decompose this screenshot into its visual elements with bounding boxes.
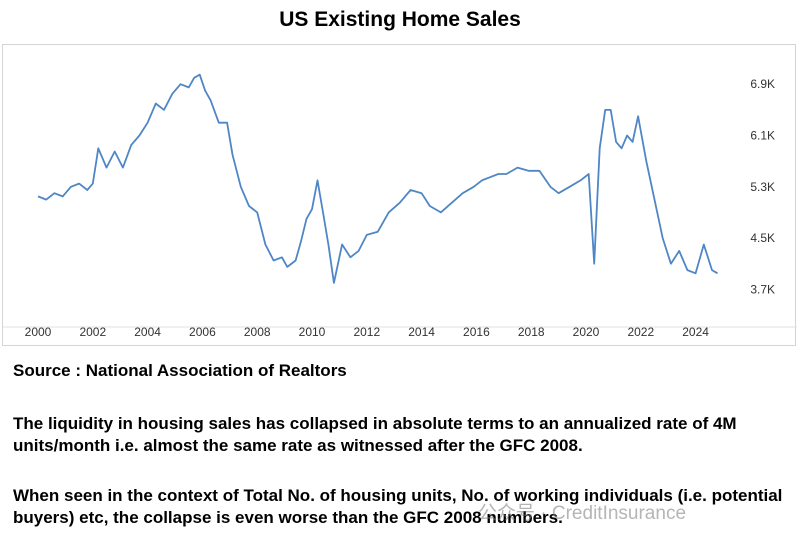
y-tick-label: 5.3K xyxy=(750,180,775,194)
x-tick-label: 2006 xyxy=(189,325,216,339)
commentary-paragraph-2: When seen in the context of Total No. of… xyxy=(13,486,783,527)
commentary-paragraph-1: The liquidity in housing sales has colla… xyxy=(13,414,737,455)
watermark-text: 公众号 · CreditInsurance xyxy=(478,503,687,524)
x-tick-label: 2016 xyxy=(463,325,490,339)
y-tick-label: 4.5K xyxy=(750,231,775,245)
x-tick-label: 2010 xyxy=(299,325,326,339)
home-sales-line-chart: 2000 2002 2004 2006 2008 2010 2012 2014 2016 2018… xyxy=(3,73,797,339)
chart-frame: 2000 2002 2004 2006 2008 2010 2012 2014 2016 2018… xyxy=(2,44,797,346)
source-text: Source : National Association of Realtor… xyxy=(13,361,347,380)
x-tick-label: 2022 xyxy=(627,325,654,339)
x-tick-label: 2014 xyxy=(408,325,435,339)
y-tick-label: 3.7K xyxy=(750,282,775,296)
x-tick-label: 2000 xyxy=(25,325,52,339)
x-tick-label: 2024 xyxy=(682,325,709,339)
chart-title: US Existing Home Sales xyxy=(279,8,521,31)
x-tick-label: 2018 xyxy=(518,325,545,339)
home-sales-series-line xyxy=(37,73,718,284)
x-tick-label: 2002 xyxy=(79,325,106,339)
x-tick-label: 2004 xyxy=(134,325,161,339)
x-tick-label: 2008 xyxy=(244,325,271,339)
y-tick-label: 6.9K xyxy=(750,77,775,91)
y-tick-label: 6.1K xyxy=(750,129,775,143)
x-tick-label: 2020 xyxy=(573,325,600,339)
x-tick-label: 2012 xyxy=(353,325,380,339)
